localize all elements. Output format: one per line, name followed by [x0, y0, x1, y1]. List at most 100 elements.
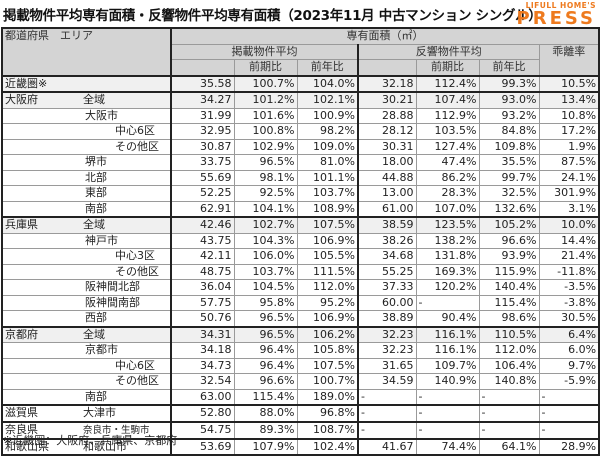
region-cell: 中心6区	[1, 358, 172, 374]
r-avg-cell: 34.68	[357, 248, 417, 265]
footnote: ※近畿圏：大阪府、兵庫県、京都府	[3, 434, 178, 447]
r-qoq-cell: 116.1%	[415, 325, 480, 343]
header-listed: 掲載物件平均	[170, 43, 359, 60]
l-qoq-cell: 102.9%	[233, 138, 298, 155]
l-qoq-cell: 92.5%	[233, 185, 298, 202]
l-yoy-cell: 107.5%	[296, 357, 359, 374]
l-avg-cell: 34.73	[170, 357, 235, 374]
l-avg-cell: 54.75	[170, 420, 235, 439]
region-cell: 滋賀県 大津市	[1, 404, 172, 422]
table-row: その他区 48.75 103.7% 111.5% 55.25 169.3% 115.9% -1…	[1, 263, 600, 280]
gap-cell: 14.4%	[538, 232, 600, 249]
area-label: 全域	[83, 93, 105, 107]
r-avg-cell: 18.00	[357, 154, 417, 171]
l-yoy-cell: 106.2%	[296, 325, 359, 343]
r-yoy-cell: 96.6%	[478, 232, 540, 249]
l-yoy-cell: 102.4%	[296, 437, 359, 456]
header-gap: 乖離率	[538, 43, 600, 76]
l-yoy-cell: 112.0%	[296, 279, 359, 296]
region-cell: 京都府 全域	[1, 325, 172, 343]
r-avg-cell: 60.00	[357, 294, 417, 311]
region-cell: 兵庫県 全域	[1, 216, 172, 234]
region-cell: 大阪市	[1, 108, 172, 124]
region-cell: その他区	[1, 373, 172, 390]
r-yoy-cell: 110.5%	[478, 325, 540, 343]
l-avg-cell: 33.75	[170, 154, 235, 171]
l-yoy-cell: 96.8%	[296, 404, 359, 422]
table-row: 北部 55.69 98.1% 101.1% 44.88 86.2% 99.7% 24.1%	[1, 169, 600, 186]
table-row: 近畿圏※ 35.58 100.7% 104.0% 32.18 112.4% 99.3% 10.…	[1, 74, 600, 93]
r-yoy-cell: 93.0%	[478, 91, 540, 109]
r-yoy-cell: 84.8%	[478, 123, 540, 140]
r-qoq-cell: 116.1%	[415, 342, 480, 359]
l-qoq-cell: 104.3%	[233, 232, 298, 249]
gap-cell: 87.5%	[538, 154, 600, 171]
table-row: 中心6区 34.73 96.4% 107.5% 31.65 109.7% 106.4% 9.7…	[1, 357, 600, 374]
l-yoy-cell: 111.5%	[296, 263, 359, 280]
l-qoq-cell: 96.4%	[233, 357, 298, 374]
r-yoy-cell: 35.5%	[478, 154, 540, 171]
r-yoy-cell: 112.0%	[478, 342, 540, 359]
r-qoq-cell: 28.3%	[415, 185, 480, 202]
r-avg-cell: -	[357, 420, 417, 439]
r-avg-cell: 55.25	[357, 263, 417, 280]
table-row: 大阪府 全域 34.27 101.2% 102.1% 30.21 107.4% 93.0% 13…	[1, 91, 600, 109]
l-yoy-cell: 108.7%	[296, 420, 359, 439]
r-qoq-cell: 140.9%	[415, 373, 480, 390]
region-cell: 京都市	[1, 342, 172, 359]
region-cell: 西部	[1, 310, 172, 327]
table-row: 神戸市 43.75 104.3% 106.9% 38.26 138.2% 96.6% 14.4…	[1, 232, 600, 249]
header-group: 専有面積（㎡）	[170, 27, 600, 45]
r-qoq-cell: 112.9%	[415, 107, 480, 124]
r-qoq-cell: 112.4%	[415, 74, 480, 93]
header-listed-qoq: 前期比	[233, 59, 298, 77]
l-avg-cell: 42.11	[170, 248, 235, 265]
region-cell: 神戸市	[1, 233, 172, 249]
l-qoq-cell: 106.0%	[233, 248, 298, 265]
r-qoq-cell: 123.5%	[415, 216, 480, 234]
region-cell: 大阪府 全域	[1, 91, 172, 109]
r-yoy-cell: 64.1%	[478, 437, 540, 456]
l-avg-cell: 30.87	[170, 138, 235, 155]
l-qoq-cell: 100.7%	[233, 74, 298, 93]
area-label: 全域	[83, 327, 105, 341]
r-yoy-cell: 105.2%	[478, 216, 540, 234]
table-row: 奈良県 奈良市・生駒市 54.75 89.3% 108.7% - - - -	[1, 420, 600, 439]
l-qoq-cell: 96.5%	[233, 310, 298, 327]
gap-cell: -3.5%	[538, 279, 600, 296]
r-avg-cell: 38.26	[357, 232, 417, 249]
l-avg-cell: 34.18	[170, 342, 235, 359]
l-qoq-cell: 95.8%	[233, 294, 298, 311]
r-yoy-cell: -	[478, 388, 540, 406]
gap-cell: 1.9%	[538, 138, 600, 155]
l-yoy-cell: 109.0%	[296, 138, 359, 155]
l-avg-cell: 42.46	[170, 216, 235, 234]
logo-main-text: PRESS	[516, 8, 596, 29]
r-qoq-cell: 127.4%	[415, 138, 480, 155]
r-avg-cell: 28.88	[357, 107, 417, 124]
l-qoq-cell: 102.7%	[233, 216, 298, 234]
l-avg-cell: 55.69	[170, 169, 235, 186]
gap-cell: 10.5%	[538, 74, 600, 93]
r-avg-cell: 37.33	[357, 279, 417, 296]
area-label: 奈良市・生駒市	[83, 424, 150, 436]
l-avg-cell: 50.76	[170, 310, 235, 327]
r-yoy-cell: 115.4%	[478, 294, 540, 311]
r-avg-cell: 34.59	[357, 373, 417, 390]
gap-cell: 3.1%	[538, 200, 600, 218]
l-qoq-cell: 88.0%	[233, 404, 298, 422]
region-cell: 堺市	[1, 154, 172, 171]
r-avg-cell: 30.21	[357, 91, 417, 109]
gap-cell: -	[538, 388, 600, 406]
gap-cell: -5.9%	[538, 373, 600, 390]
r-qoq-cell: 107.4%	[415, 91, 480, 109]
area-label: 全域	[83, 218, 105, 232]
l-yoy-cell: 189.0%	[296, 388, 359, 406]
table-row: その他区 32.54 96.6% 100.7% 34.59 140.9% 140.8% -5.…	[1, 373, 600, 390]
r-yoy-cell: 32.5%	[478, 185, 540, 202]
lifull-homes-press-logo: LIFULL HOME'S PRESS	[517, 1, 596, 28]
r-yoy-cell: 93.9%	[478, 248, 540, 265]
gap-cell: 24.1%	[538, 169, 600, 186]
gap-cell: 17.2%	[538, 123, 600, 140]
gap-cell: 301.9%	[538, 185, 600, 202]
